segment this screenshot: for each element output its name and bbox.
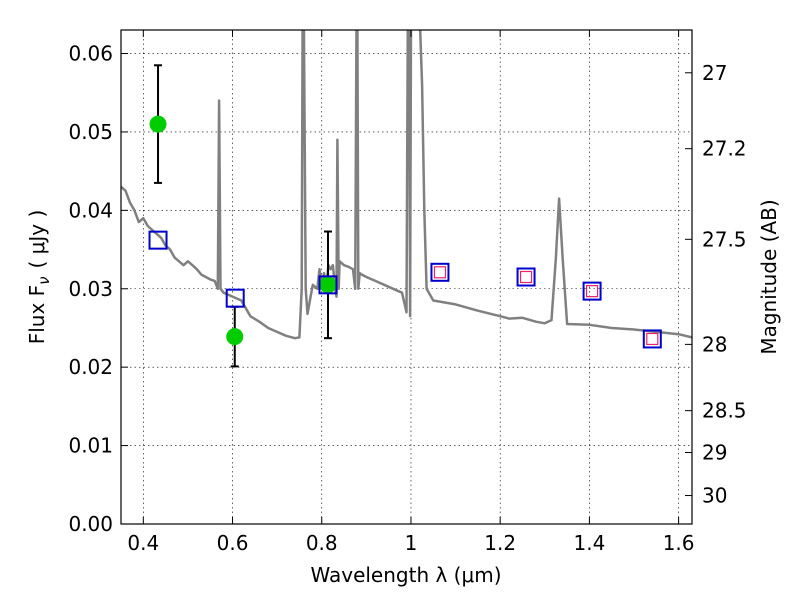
y2-tick-label: 27.5 [702, 227, 747, 251]
y-tick-label: 0.06 [68, 42, 113, 66]
x-tick-label: 1.6 [663, 531, 695, 555]
y-tick-label: 0.03 [68, 277, 113, 301]
model-point [642, 329, 662, 349]
model-spectrum-line [121, 30, 692, 340]
svg-text:Flux Fν( μJy ): Flux Fν ( μJy ) [25, 210, 53, 345]
y-tick-label: 0.01 [68, 434, 113, 458]
observed-point [149, 115, 167, 133]
y2-tick-label: 27.2 [702, 137, 747, 161]
plot-area [121, 30, 692, 368]
y2-tick-label: 28.5 [702, 399, 747, 423]
y-axis-label-main: Flux F [25, 285, 49, 344]
y2-tick-label: 27 [702, 61, 727, 85]
y-tick-label: 0.02 [68, 355, 113, 379]
y-axis-label: Flux Fν ( μJy ) [25, 210, 53, 345]
x-axis-ticks: 0.4 0.6 0.8 1 1.2 1.4 1.6 [127, 30, 695, 555]
x-tick-label: 1 [405, 531, 418, 555]
model-point [318, 275, 338, 295]
model-point-inner [646, 332, 659, 346]
x-tick-label: 0.6 [217, 531, 249, 555]
y2-tick-label: 29 [702, 440, 727, 464]
y2-axis-label: Magnitude (AB) [757, 199, 781, 354]
model-point [582, 281, 602, 301]
x-tick-label: 0.4 [127, 531, 159, 555]
model-point-inner [519, 270, 533, 284]
model-point [430, 262, 450, 282]
y-tick-label: 0.05 [68, 120, 113, 144]
y-axis-label-sub: ν [35, 276, 53, 284]
model-photometry-points [148, 230, 662, 349]
observed-point [319, 276, 337, 294]
model-point [225, 288, 245, 308]
y2-axis-ticks: 27 27.2 27.5 28 28.5 29 30 [685, 61, 747, 508]
model-point [148, 230, 168, 250]
y-axis-label-unit: ( μJy ) [25, 210, 49, 269]
x-tick-label: 0.8 [306, 531, 338, 555]
x-axis-label: Wavelength λ (μm) [310, 563, 501, 587]
x-tick-label: 1.4 [573, 531, 605, 555]
model-point [516, 267, 536, 287]
y2-tick-label: 30 [702, 484, 727, 508]
observed-points [149, 115, 337, 346]
plot-frame [120, 29, 693, 525]
y-tick-label: 0.00 [68, 512, 113, 536]
y-axis-ticks: 0.00 0.01 0.02 0.03 0.04 0.05 0.06 [68, 42, 128, 536]
model-point-inner [433, 266, 447, 279]
model-point-inner [585, 285, 599, 298]
y2-tick-label: 28 [702, 332, 727, 356]
y-tick-label: 0.04 [68, 198, 113, 222]
observed-point [226, 328, 244, 346]
x-tick-label: 1.2 [484, 531, 516, 555]
